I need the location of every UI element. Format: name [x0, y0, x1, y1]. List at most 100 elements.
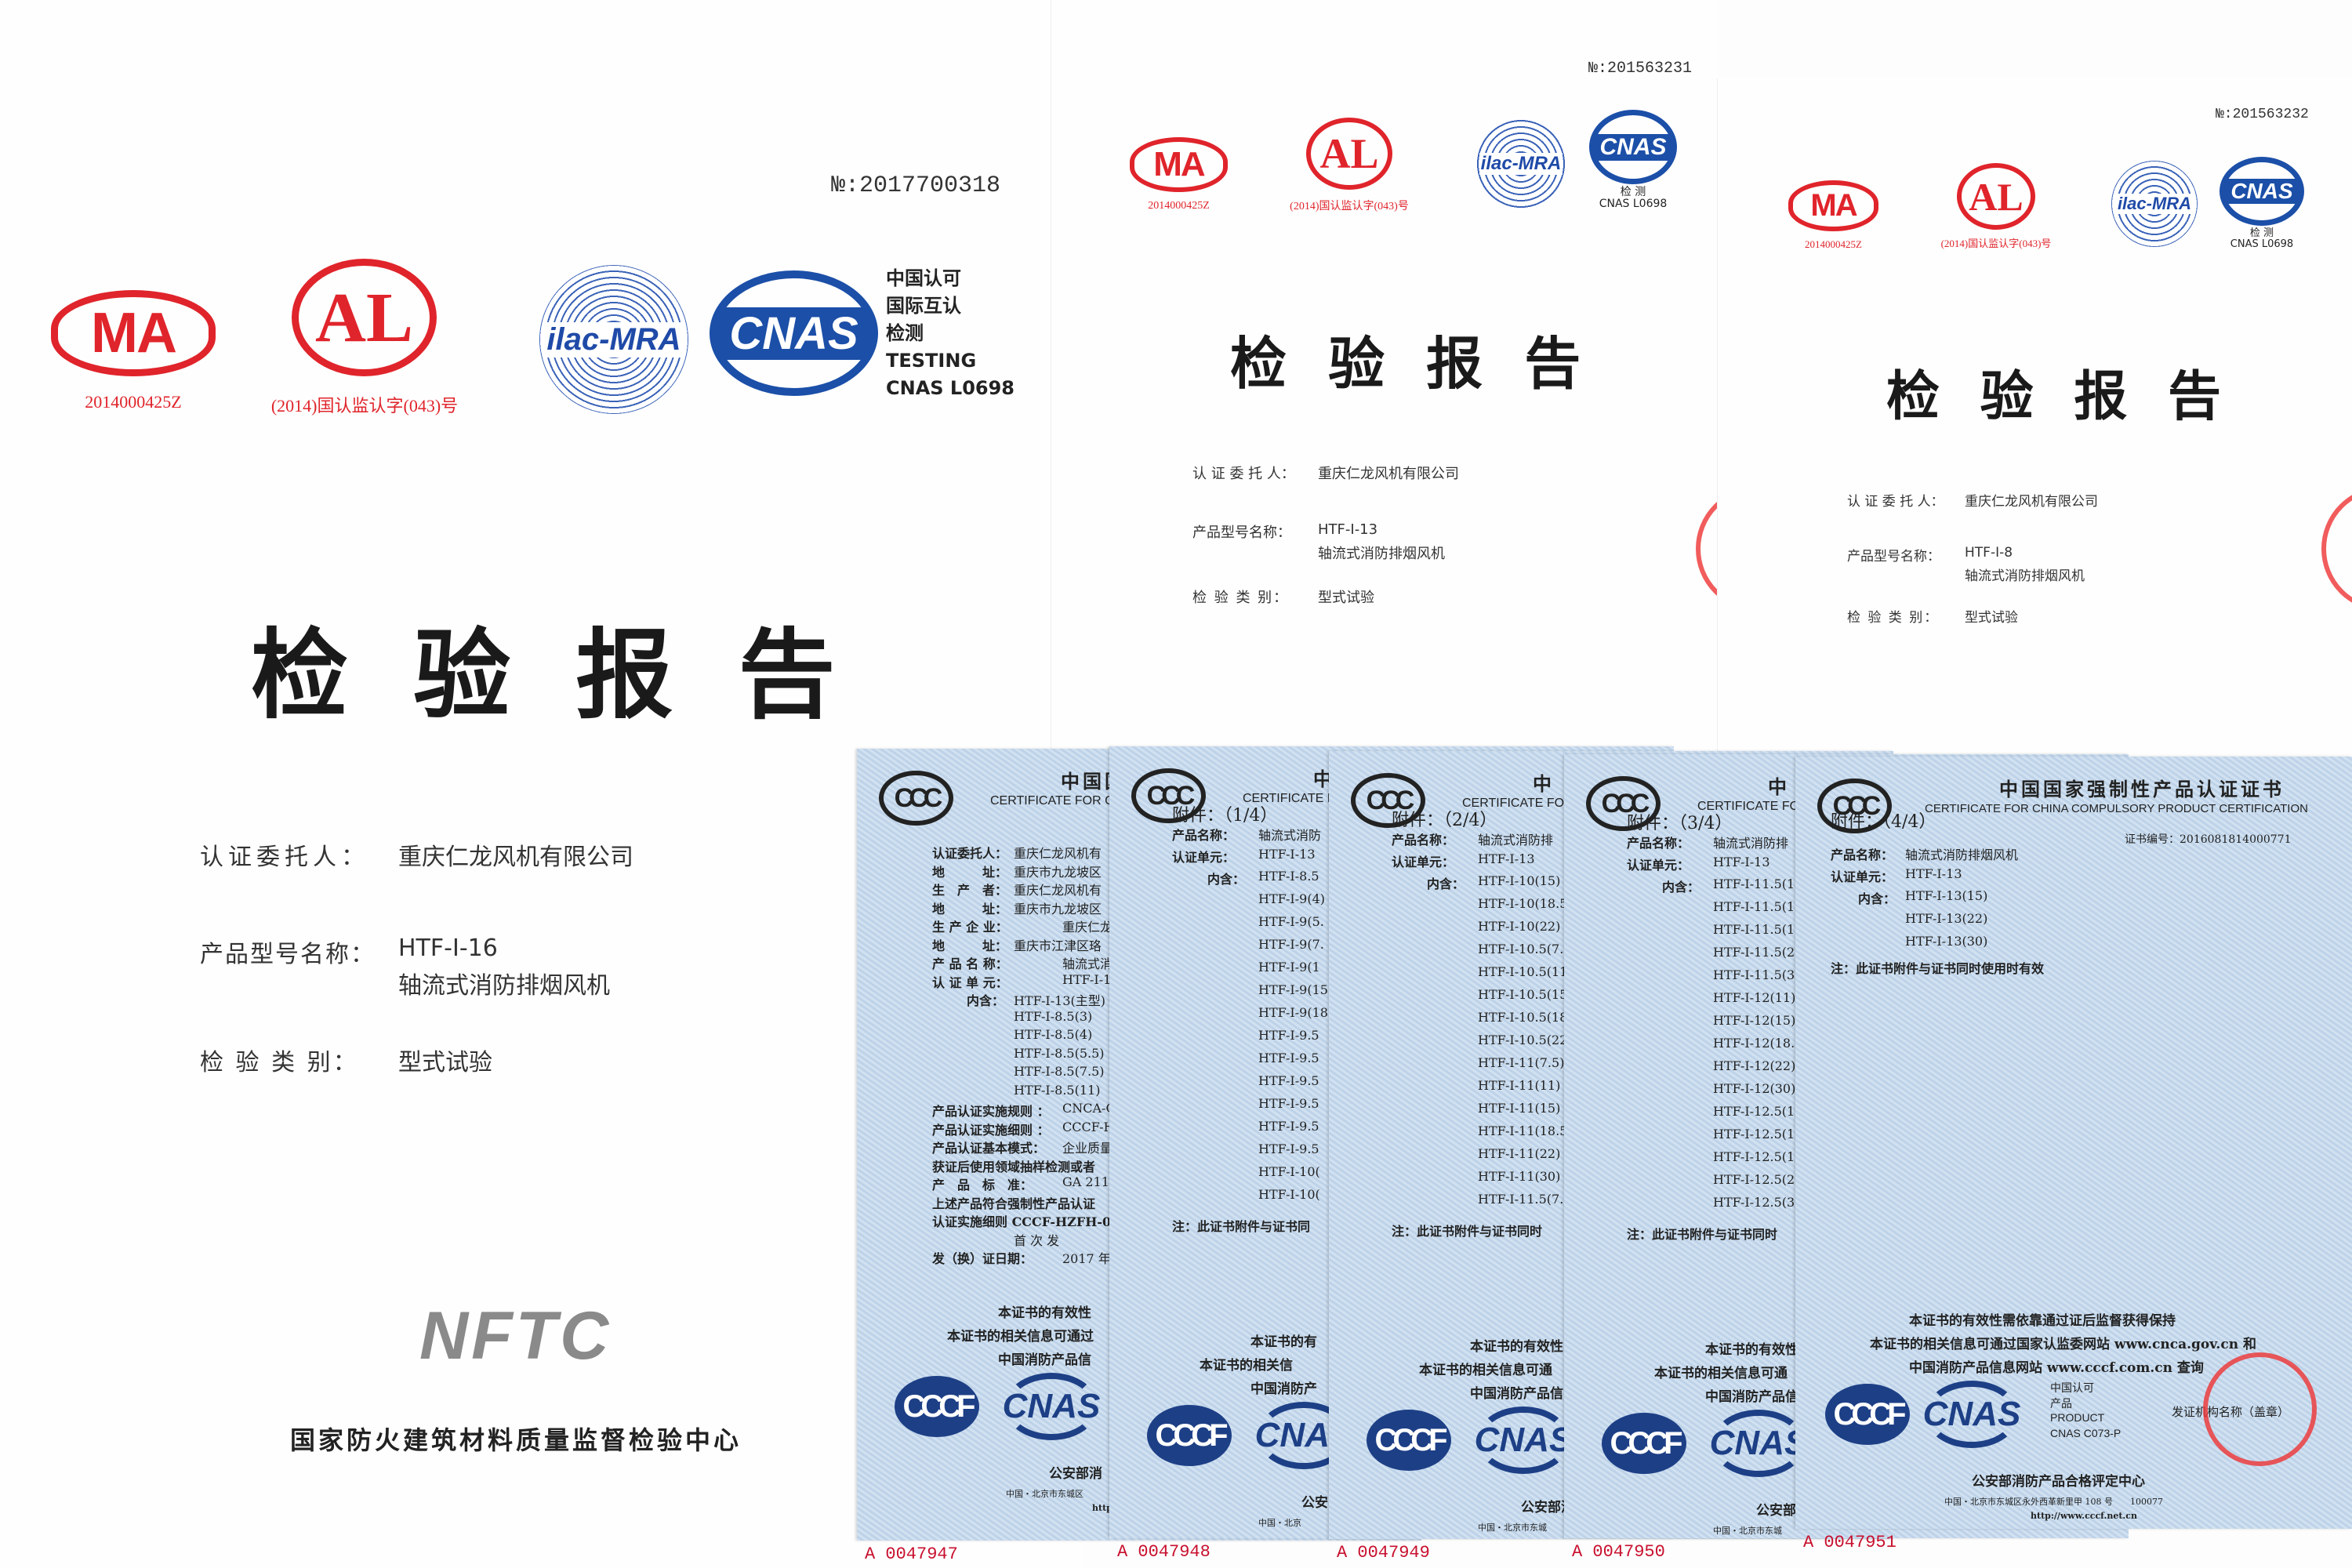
cnas-text: CNAS	[2225, 179, 2299, 204]
cert-field-value: 重庆市江津区珞	[1014, 938, 1102, 953]
product-name-value: 轴流式消防排	[1713, 836, 1789, 851]
model-item: HTF-I-11.5(1	[1713, 877, 1795, 891]
field-type-value: 型式试验	[1318, 590, 1374, 606]
cnas-text: CNAS	[1595, 133, 1671, 161]
model-item: HTF-I-9(1	[1258, 960, 1320, 975]
model-item: HTF-I-10(18.5	[1478, 896, 1568, 911]
product-name-label: 产品名称：	[1172, 828, 1236, 843]
cert-field-label: 地 址：	[932, 864, 1008, 880]
model-item: HTF-I-10(15)	[1478, 873, 1561, 888]
cnas-logo: CNAS	[1475, 1406, 1572, 1474]
field-type-label: 检 验 类 别：	[200, 1049, 359, 1076]
cccf-logo: CCCF	[1602, 1413, 1686, 1474]
cma-code: 2014000425Z	[85, 392, 182, 412]
cert-unit-label: 认证单元：	[1627, 858, 1690, 873]
cert-field-value: HTF-I-8.5(5.5)	[1014, 1045, 1105, 1061]
ccc-logo: CCC	[879, 771, 953, 826]
validity-text: 中国消防产品信	[1705, 1389, 1798, 1405]
cnas-side-line: 中国认可	[2050, 1381, 2094, 1394]
model-item: HTF-I-13(22)	[1905, 911, 1988, 926]
field-client-label: 认证委托人：	[200, 844, 369, 871]
cert-field-label: 获证后使用领域抽样检测或者	[932, 1159, 1096, 1174]
cert-unit-value: HTF-I-13	[1713, 855, 1770, 869]
field-client-label: 认 证 委 托 人：	[1847, 494, 1944, 510]
model-item: HTF-I-12(18.	[1713, 1036, 1795, 1051]
cal-code: (2014)国认监认字(043)号	[1290, 201, 1409, 212]
model-item: HTF-I-10.5(11	[1478, 964, 1568, 979]
cnas-side-line: CNAS C073-P	[2050, 1427, 2122, 1439]
cnas-side-line: 中国认可	[886, 267, 961, 289]
field-type-label: 检 验 类 别：	[1847, 610, 1940, 626]
cnas-logo: CNAS	[710, 270, 878, 396]
field-client-value: 重庆仁龙风机有限公司	[1318, 466, 1459, 482]
org-url: http://www.cccf.net.cn	[2031, 1511, 2137, 1521]
attachment-label: 附件：（1/4）	[1172, 806, 1278, 826]
ilac-mra-logo: ilac-MRA	[539, 265, 688, 414]
cccf-logo: CCCF	[895, 1376, 979, 1437]
model-item: HTF-I-11.5(7.	[1478, 1192, 1564, 1207]
contains-label: 内含：	[1858, 891, 1896, 906]
cma-code: 2014000425Z	[1148, 200, 1210, 212]
cnas-logo: CNAS	[1003, 1373, 1100, 1440]
model-item: HTF-I-9.5	[1258, 1142, 1319, 1156]
field-model-name: 轴流式消防排烟风机	[1318, 546, 1445, 562]
model-item: HTF-I-11(11)	[1478, 1078, 1561, 1093]
product-name-value: 轴流式消防排	[1478, 833, 1554, 848]
cert-field-label: 上述产品符合强制性产品认证	[932, 1196, 1096, 1211]
model-item: HTF-I-9.5	[1258, 1096, 1319, 1111]
model-item: HTF-I-12(30)	[1713, 1081, 1796, 1096]
red-seal	[2203, 1352, 2317, 1466]
model-item: HTF-I-11(15)	[1478, 1101, 1561, 1116]
ilac-mra-text: ilac-MRA	[545, 321, 683, 358]
field-model-label: 产品型号名称：	[1847, 549, 1940, 564]
model-item: HTF-I-12.5(2	[1713, 1172, 1795, 1187]
field-model-name: 轴流式消防排烟风机	[1965, 568, 2085, 584]
model-item: HTF-I-9.5	[1258, 1073, 1319, 1088]
org-address: 中国・北京	[1258, 1518, 1301, 1528]
cnas-side-line: 产品	[2050, 1397, 2072, 1410]
cert-field-label: 地 址：	[932, 901, 1008, 916]
certificate-serial: A 0047947	[865, 1544, 958, 1564]
nftc-logo: NFTC	[419, 1298, 612, 1374]
attachment-note: 注：此证书附件与证书同时使用时有效	[1831, 961, 2045, 976]
attachment-label: 附件：（4/4）	[1831, 812, 1936, 832]
ilac-mra-text: ilac-MRA	[1479, 153, 1563, 175]
report-3: №:201563232 MA 2014000425Z AL (2014)国认监认…	[1717, 78, 2352, 753]
cert-field-value: 企业质量	[1062, 1141, 1113, 1156]
model-item: HTF-I-9(15	[1258, 982, 1328, 997]
certificate-heading-en: CERTIFICATE FOR C	[990, 794, 1114, 808]
validity-text: 本证书的相关信	[1200, 1358, 1293, 1374]
cert-unit-label: 认证单元：	[1831, 869, 1894, 884]
cert-field-label: 产品认证实施细则 ：	[932, 1122, 1050, 1138]
validity-text: 本证书的有	[1250, 1334, 1317, 1350]
cert-field-label: 生 产 者：	[932, 883, 1008, 898]
certificate-serial: A 0047950	[1572, 1542, 1665, 1562]
model-item: HTF-I-10.5(18	[1478, 1010, 1568, 1025]
model-item: HTF-I-12(22)	[1713, 1058, 1796, 1073]
model-item: HTF-I-10.5(22	[1478, 1033, 1568, 1047]
field-model-value: HTF-Ⅰ-8	[1965, 545, 2013, 561]
validity-text: 中国消防产品信	[1470, 1386, 1563, 1402]
field-model-name: 轴流式消防排烟风机	[398, 972, 610, 1000]
ccc-logo: CCC	[1817, 779, 1892, 833]
cert-unit-value: HTF-I-13	[1478, 851, 1535, 866]
contains-label: 内含：	[1427, 877, 1465, 891]
cal-logo: AL	[1306, 118, 1392, 190]
model-item: HTF-I-11(18.5	[1478, 1123, 1568, 1138]
report-number: №:201563231	[1588, 60, 1693, 78]
cert-field-label: 认证实施细则 CCCF-HZFH-03 的	[932, 1214, 1137, 1229]
cert-field-value: HTF-I-8.5(7.5)	[1014, 1064, 1105, 1079]
cccf-logo: CCCF	[1147, 1405, 1232, 1466]
product-name-value: 轴流式消防	[1258, 828, 1322, 843]
certificate-serial: A 0047949	[1337, 1543, 1430, 1563]
field-client-value: 重庆仁龙风机有限公司	[398, 844, 633, 871]
certificate-heading: 中	[1533, 772, 1555, 795]
model-item: HTF-I-11(22)	[1478, 1146, 1561, 1161]
model-item: HTF-I-11.5(2	[1713, 945, 1795, 960]
certificate-serial: A 0047948	[1117, 1542, 1210, 1562]
contains-label: 内含：	[1662, 880, 1700, 895]
cert-field-label: 产 品 标 准：	[932, 1178, 1033, 1192]
cert-field-label: 内含：	[967, 993, 1005, 1008]
model-item: HTF-I-10.5(7.	[1478, 942, 1564, 956]
cert-field-value: HTF-I-13	[1062, 971, 1120, 987]
